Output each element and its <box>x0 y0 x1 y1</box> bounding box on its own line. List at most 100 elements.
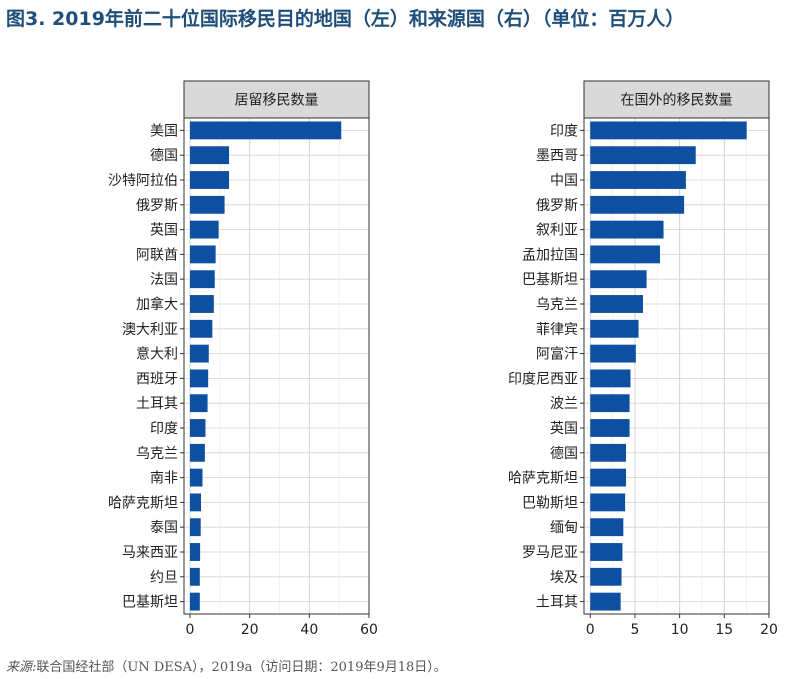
category-label: 叙利亚 <box>536 222 578 239</box>
x-tick-label: 0 <box>186 622 195 638</box>
bar <box>189 419 206 437</box>
plot-background <box>584 118 769 614</box>
x-tick-label: 0 <box>586 622 595 638</box>
bar <box>590 419 630 437</box>
category-label: 印度 <box>550 123 578 139</box>
category-label: 加拿大 <box>136 296 178 313</box>
source-label: 来源: <box>6 660 37 675</box>
bar <box>189 270 215 289</box>
category-label: 美国 <box>150 123 178 139</box>
x-tick-label: 5 <box>630 622 639 638</box>
bar <box>189 344 209 363</box>
bar <box>189 121 342 140</box>
bar <box>189 493 202 512</box>
x-tick-label: 10 <box>671 622 689 638</box>
x-tick-label: 15 <box>715 622 733 638</box>
bar <box>590 270 647 289</box>
facet-strip <box>183 80 370 119</box>
chart-area: 居留移民数量美国德国沙特阿拉伯俄罗斯英国阿联酋法国加拿大澳大利亚意大利西班牙土耳… <box>108 80 778 638</box>
bar <box>189 171 230 189</box>
bar <box>189 319 213 338</box>
category-label: 中国 <box>550 173 578 189</box>
bar <box>189 592 200 611</box>
category-label: 俄罗斯 <box>536 198 578 214</box>
x-tick-label: 20 <box>760 622 778 638</box>
bar <box>590 567 622 586</box>
category-label: 澳大利亚 <box>122 322 178 338</box>
category-label: 印度尼西亚 <box>508 371 578 387</box>
panel-border <box>183 117 370 615</box>
bar <box>189 443 205 462</box>
bar <box>590 121 747 140</box>
category-label: 缅甸 <box>550 520 578 536</box>
source-text: 联合国经社部（UN DESA），2019a（访问日期：2019年9月18日）。 <box>36 660 447 675</box>
bar <box>189 567 200 586</box>
category-label: 波兰 <box>550 396 578 412</box>
bar <box>590 195 685 214</box>
category-label: 罗马尼亚 <box>522 545 578 561</box>
category-label: 巴勒斯坦 <box>522 495 578 511</box>
facet-strip-title: 在国外的移民数量 <box>621 93 733 109</box>
bar <box>590 220 664 239</box>
category-label: 泰国 <box>150 520 178 536</box>
x-tick-label: 40 <box>300 622 318 638</box>
bar <box>189 295 214 313</box>
category-label: 南非 <box>150 471 178 487</box>
left-panel-destination: 居留移民数量美国德国沙特阿拉伯俄罗斯英国阿联酋法国加拿大澳大利亚意大利西班牙土耳… <box>108 80 378 638</box>
category-label: 埃及 <box>550 570 578 586</box>
bar <box>590 344 636 363</box>
right-panel-origin: 在国外的移民数量印度墨西哥中国俄罗斯叙利亚孟加拉国巴基斯坦乌克兰菲律宾阿富汗印度… <box>508 80 778 638</box>
bar <box>590 369 631 388</box>
category-label: 约旦 <box>150 570 178 586</box>
category-label: 乌克兰 <box>136 446 178 462</box>
category-label: 巴基斯坦 <box>122 594 178 611</box>
plot-background <box>184 118 369 614</box>
facet-strip-title: 居留移民数量 <box>235 93 319 109</box>
facet-strip <box>583 80 770 119</box>
category-label: 法国 <box>150 272 178 288</box>
category-label: 沙特阿拉伯 <box>108 173 178 189</box>
category-label: 德国 <box>150 148 178 164</box>
category-label: 土耳其 <box>536 595 578 611</box>
category-label: 英国 <box>150 222 178 239</box>
category-label: 哈萨克斯坦 <box>108 495 178 511</box>
x-tick-label: 60 <box>360 622 378 638</box>
bar <box>590 146 696 165</box>
bar <box>590 319 639 338</box>
bar <box>590 171 686 189</box>
category-label: 土耳其 <box>136 396 178 412</box>
x-tick-label: 20 <box>241 622 259 638</box>
category-label: 马来西亚 <box>122 545 178 561</box>
bar <box>590 468 627 487</box>
bar <box>590 518 624 537</box>
bar <box>189 394 208 413</box>
source-note: 来源:联合国经社部（UN DESA），2019a（访问日期：2019年9月18日… <box>6 656 447 675</box>
category-label: 阿富汗 <box>536 346 578 363</box>
category-label: 乌克兰 <box>536 297 578 313</box>
bar <box>189 543 201 561</box>
bar <box>189 468 203 487</box>
category-label: 巴基斯坦 <box>522 271 578 288</box>
panel-border <box>583 117 770 615</box>
bar <box>590 493 626 512</box>
category-label: 俄罗斯 <box>136 198 178 214</box>
category-label: 墨西哥 <box>536 148 578 164</box>
category-label: 意大利 <box>136 346 178 363</box>
bar <box>590 295 643 313</box>
category-label: 阿联酋 <box>136 246 178 263</box>
bar <box>590 245 660 264</box>
category-label: 英国 <box>550 420 578 437</box>
bar <box>590 592 621 611</box>
category-label: 印度 <box>150 421 178 437</box>
bar <box>189 146 230 165</box>
bar <box>590 443 627 462</box>
category-label: 德国 <box>550 446 578 462</box>
bar <box>189 518 201 537</box>
bar <box>189 220 219 239</box>
bar <box>189 195 225 214</box>
category-label: 哈萨克斯坦 <box>508 471 578 487</box>
category-label: 菲律宾 <box>536 322 578 338</box>
category-label: 孟加拉国 <box>522 247 578 263</box>
bar <box>189 369 209 388</box>
bar <box>189 245 216 264</box>
